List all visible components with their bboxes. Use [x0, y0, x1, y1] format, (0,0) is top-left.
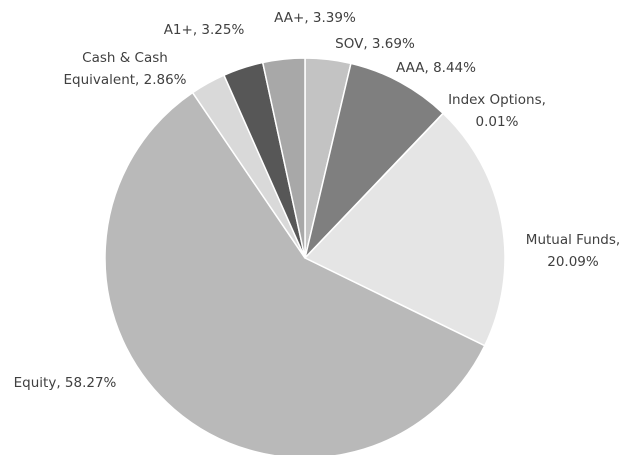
- slice-label: AAA, 8.44%: [396, 60, 476, 76]
- pie-slice: [261, 57, 306, 259]
- pie-slice: [104, 91, 486, 455]
- slice-label: 20.09%: [547, 254, 599, 270]
- slice-label: SOV, 3.69%: [335, 36, 415, 52]
- slice-label: Mutual Funds,: [526, 232, 620, 248]
- slice-label: A1+, 3.25%: [164, 22, 245, 38]
- slice-label: Equity, 58.27%: [14, 375, 117, 391]
- slice-label: AA+, 3.39%: [274, 10, 356, 26]
- slice-label: Equivalent, 2.86%: [63, 72, 186, 88]
- pie-slice: [303, 62, 445, 261]
- slice-label: Cash & Cash: [82, 50, 168, 66]
- slice-label: 0.01%: [476, 114, 519, 130]
- pie-slice: [303, 112, 506, 347]
- slice-label: Index Options,: [448, 92, 546, 108]
